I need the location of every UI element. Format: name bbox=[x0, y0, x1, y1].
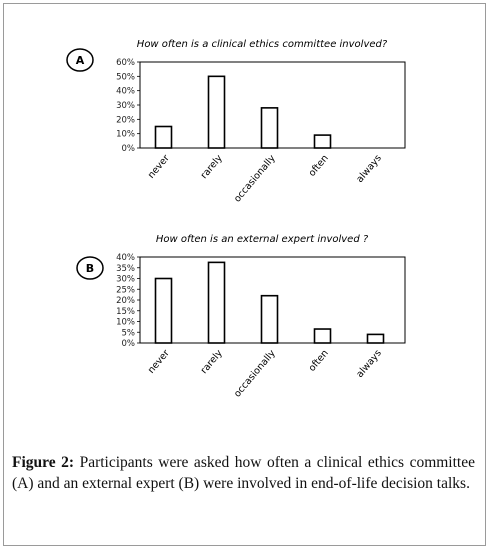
chart-b-bar-often bbox=[313, 328, 332, 344]
chart-b-bar-occasionally bbox=[260, 294, 279, 344]
chart-a-bar-never bbox=[154, 125, 173, 149]
chart-a-title: How often is a clinical ethics committee… bbox=[137, 39, 388, 50]
chart-b-xtick-label: always bbox=[354, 348, 383, 380]
chart-b-bar-rarely bbox=[207, 261, 226, 344]
chart-b-ytick-label: 10% bbox=[116, 318, 135, 328]
chart-b-ytick-label: 5% bbox=[122, 328, 136, 338]
chart-a-bar-occasionally bbox=[260, 107, 279, 149]
chart-a-xtick-label: often bbox=[307, 153, 331, 179]
chart-a-bar-rarely bbox=[207, 75, 226, 149]
chart-b-ytick-label: 40% bbox=[116, 253, 135, 263]
chart-b-ytick-label: 25% bbox=[116, 285, 135, 295]
chart-b-bar-always bbox=[366, 333, 385, 344]
chart-a-xtick-label: rarely bbox=[199, 153, 225, 181]
chart-b-ytick-label: 35% bbox=[116, 264, 135, 274]
chart-b-panel-letter: B bbox=[86, 262, 94, 275]
chart-b-xtick-label: rarely bbox=[199, 348, 225, 376]
chart-a-ytick-label: 10% bbox=[116, 130, 135, 140]
chart-a-xtick-label: always bbox=[354, 153, 383, 185]
chart-b-bar-never bbox=[154, 277, 173, 344]
chart-a-ytick-label: 50% bbox=[116, 72, 135, 82]
chart-b-title: How often is an external expert involved… bbox=[156, 234, 369, 245]
chart-a-ytick-label: 0% bbox=[122, 144, 136, 154]
chart-b-panel-circle bbox=[76, 256, 104, 280]
chart-a-xtick-label: occasionally bbox=[232, 153, 278, 205]
chart-b-xtick-label: never bbox=[146, 348, 172, 376]
figure-charts: A How often is a clinical ethics committe… bbox=[66, 39, 406, 400]
figure-caption: Figure 2: Participants were asked how of… bbox=[12, 452, 475, 494]
chart-b-ytick-label: 20% bbox=[116, 296, 135, 306]
chart-a-ytick-label: 20% bbox=[116, 115, 135, 125]
chart-a-panel-circle bbox=[66, 48, 94, 72]
caption-label: Figure 2: bbox=[12, 454, 75, 471]
chart-a-ytick-label: 30% bbox=[116, 101, 135, 111]
caption-text: Participants were asked how often a clin… bbox=[12, 454, 475, 492]
chart-b-xtick-label: often bbox=[307, 348, 331, 374]
chart-a-panel-letter: A bbox=[76, 54, 85, 67]
figure-frame bbox=[3, 3, 486, 546]
chart-a-xtick-label: never bbox=[146, 153, 172, 181]
chart-a-bar-often bbox=[313, 134, 332, 149]
chart-b-ytick-label: 15% bbox=[116, 307, 135, 317]
chart-b-xtick-label: occasionally bbox=[232, 348, 278, 400]
chart-a-ytick-label: 60% bbox=[116, 58, 135, 68]
chart-b-ytick-label: 0% bbox=[122, 339, 136, 349]
chart-b-ytick-label: 30% bbox=[116, 275, 135, 285]
chart-a-ytick-label: 40% bbox=[116, 87, 135, 97]
